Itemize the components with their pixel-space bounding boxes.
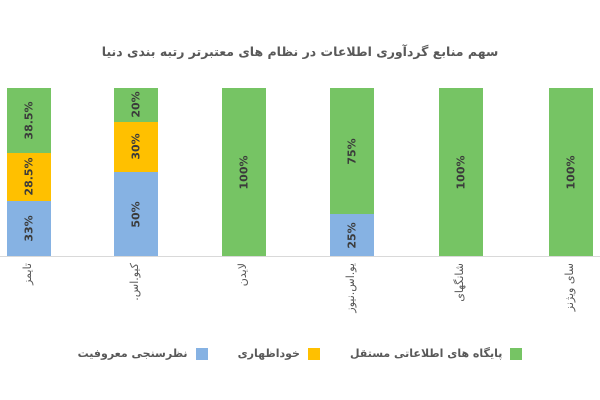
legend-item: نظرسنجی معروفیت: [78, 347, 208, 360]
segment-value-label: 30%: [129, 133, 143, 160]
legend-swatch: [307, 347, 320, 360]
legend-item: خوداظهاری: [238, 347, 320, 360]
category-label: شانگهای: [453, 263, 466, 302]
segment-value-label: 33%: [22, 215, 36, 242]
bar-segment: 100%: [549, 88, 593, 256]
segment-value-label: 75%: [345, 137, 359, 165]
category-label: تایمز: [21, 263, 34, 285]
bar-segment: 25%: [330, 214, 374, 256]
category-label: کیو.اس.: [128, 263, 141, 301]
bar-segment: 100%: [222, 88, 266, 256]
segment-value-label: 100%: [237, 155, 251, 189]
segment-value-label: 100%: [454, 155, 468, 189]
bar-segment: 20%: [114, 88, 158, 122]
legend-label: نظرسنجی معروفیت: [77, 347, 188, 360]
bar-segment: 100%: [439, 88, 483, 256]
legend-swatch: [510, 347, 523, 360]
segment-value-label: 28.5%: [22, 157, 36, 196]
legend-label: پایگاه های اطلاعاتی مستقل: [349, 347, 503, 360]
bar-segment: 30%: [114, 121, 158, 172]
legend-item: پایگاه های اطلاعاتی مستقل: [349, 347, 523, 360]
category-label: لایدن: [236, 263, 249, 287]
bar-segment: 38.5%: [7, 88, 51, 153]
legend-swatch: [195, 347, 208, 360]
segment-value-label: 20%: [129, 91, 143, 118]
chart-title: سهم منابع گردآوری اطلاعات در نظام های مع…: [101, 44, 499, 59]
category-label: سای ویژنز: [563, 263, 576, 312]
bar-segment: 50%: [114, 172, 158, 256]
segment-value-label: 100%: [564, 155, 578, 189]
legend: نظرسنجی معروفیت خوداظهاری پایگاه های اطلاع…: [0, 347, 600, 360]
x-axis-line: [0, 256, 600, 257]
category-label: یو.اس.نیوز: [344, 263, 357, 313]
segment-value-label: 38.5%: [22, 101, 36, 140]
segment-value-label: 25%: [345, 221, 359, 249]
bar-segment: 28.5%: [7, 152, 51, 201]
bar-segment: 33%: [7, 200, 51, 256]
segment-value-label: 50%: [129, 200, 143, 228]
legend-label: خوداظهاری: [237, 347, 300, 360]
bar-segment: 75%: [330, 88, 374, 214]
